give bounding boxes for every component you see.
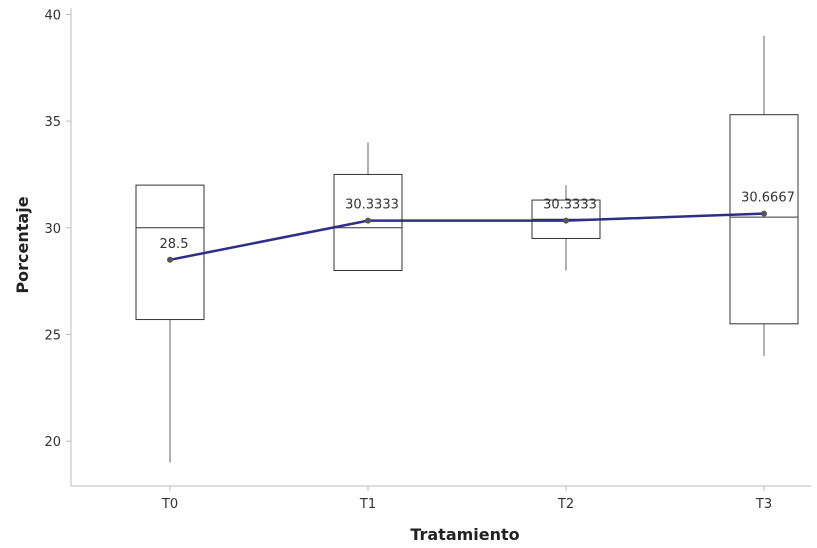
y-tick-label: 20: [44, 435, 61, 450]
x-tick-label: T1: [359, 497, 376, 512]
mean-label: 30.3333: [345, 198, 399, 213]
mean-line-group: [167, 210, 767, 263]
y-axis-ticks: 20 25 30 35 40: [44, 8, 71, 450]
y-tick-label: 30: [44, 222, 61, 237]
mean-connect-line: [169, 212, 765, 262]
x-axis-ticks: T0 T1 T2 T3: [161, 486, 772, 512]
x-tick-label: T3: [755, 497, 772, 512]
box-T3: [729, 114, 799, 325]
mean-label: 30.6667: [741, 191, 795, 206]
y-tick-label: 25: [44, 328, 61, 343]
mean-point: [365, 217, 371, 224]
y-axis-title: Porcentaje: [13, 196, 32, 293]
mean-point: [563, 217, 569, 224]
box-T0: [135, 184, 205, 321]
mean-point: [167, 256, 173, 263]
x-axis-title: Tratamiento: [410, 525, 519, 544]
plot-frame: [70, 8, 811, 487]
y-tick-label: 40: [44, 8, 61, 23]
y-tick-label: 35: [44, 115, 61, 130]
x-tick-label: T0: [161, 497, 178, 512]
mean-label: 30.3333: [543, 198, 597, 213]
boxes: [135, 35, 799, 463]
mean-labels: 28.5 30.3333 30.3333 30.6667: [160, 191, 795, 252]
mean-label: 28.5: [160, 237, 189, 252]
mean-point: [761, 210, 767, 217]
x-tick-label: T2: [557, 497, 574, 512]
